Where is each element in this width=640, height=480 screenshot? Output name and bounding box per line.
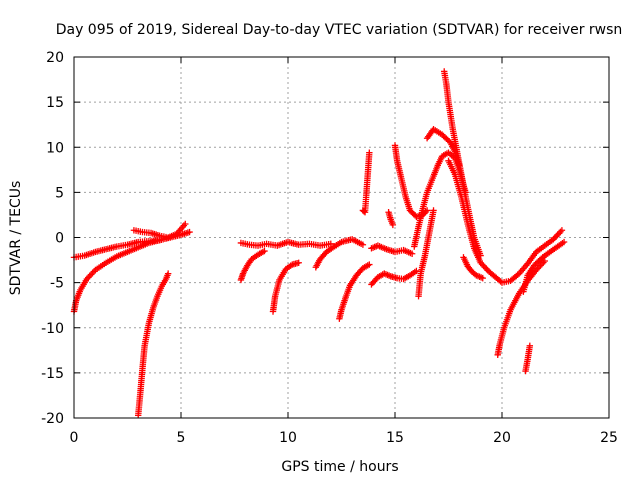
x-tick-label: 10 [279, 430, 297, 446]
grid-lines [74, 57, 609, 418]
y-tick-label: 10 [46, 140, 64, 156]
x-axis-label: GPS time / hours [281, 459, 398, 475]
plot-frame [73, 56, 610, 419]
data-point [261, 247, 268, 255]
series-arc-06 [237, 247, 268, 284]
data-point [366, 149, 373, 156]
data-point [413, 267, 420, 275]
series-arc-10 [359, 149, 373, 216]
series-arc-22 [520, 238, 568, 295]
data-point [479, 274, 486, 282]
series-arc-03 [135, 270, 172, 419]
data-point [526, 342, 534, 349]
y-tick-label: -15 [41, 366, 64, 382]
y-tick-label: 5 [55, 185, 64, 201]
data-point [366, 261, 373, 268]
tick-labels: 0 5 10 15 20 25 20 15 10 5 0 -5 -10 -15 -20 [41, 50, 618, 446]
y-tick-label: 0 [55, 231, 64, 247]
series-arc-04 [130, 220, 189, 241]
series-arc-20 [460, 254, 486, 282]
data-point [295, 259, 302, 266]
y-tick-label: -20 [41, 411, 64, 427]
data-point [359, 241, 367, 248]
y-tick-label: 20 [46, 50, 64, 66]
data-point [182, 220, 189, 228]
x-tick-label: 15 [386, 430, 404, 446]
series-arc-08 [312, 236, 367, 271]
x-tick-label: 5 [177, 430, 186, 446]
y-tick-label: -5 [50, 276, 64, 292]
series-arc-13 [385, 209, 397, 229]
series-arc-11 [368, 242, 416, 257]
data-point [558, 227, 566, 234]
chart-title: Day 095 of 2019, Sidereal Day-to-day VTE… [56, 22, 623, 38]
series-arc-12 [368, 267, 420, 288]
series-arc-07 [269, 259, 302, 315]
x-tick-label: 20 [493, 430, 511, 446]
data-point [186, 228, 193, 236]
series-arc-02 [70, 237, 163, 315]
data-series [70, 68, 568, 419]
data-point [497, 278, 504, 285]
x-tick-label: 0 [70, 430, 79, 446]
series-arc-21 [494, 257, 548, 359]
y-axis-label: SDTVAR / TECUs [8, 181, 24, 296]
series-arc-05 [237, 238, 334, 249]
data-point [408, 250, 416, 257]
series-arc-18 [441, 68, 484, 259]
data-point [389, 221, 397, 229]
data-point [514, 271, 521, 279]
data-point [430, 207, 437, 214]
y-tick-label: 15 [46, 95, 64, 111]
y-tick-label: -10 [41, 321, 64, 337]
data-point [560, 238, 568, 246]
data-point [360, 208, 368, 215]
data-point [164, 270, 172, 277]
series-arc-23 [522, 342, 534, 375]
series-arc-19 [445, 157, 566, 286]
x-tick-label: 25 [600, 430, 618, 446]
series-arc-09 [336, 261, 373, 322]
series-arc-16 [415, 207, 437, 300]
